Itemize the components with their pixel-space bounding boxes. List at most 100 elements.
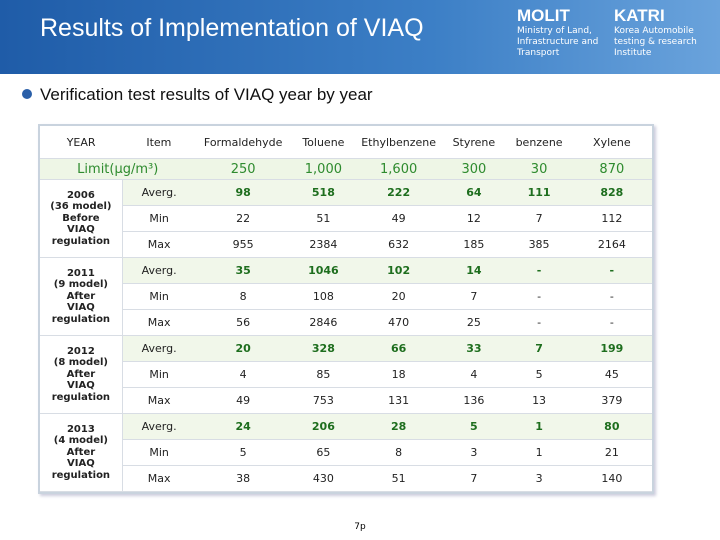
data-row: Min 22 51 49 12 7 112 [40, 205, 652, 232]
value: 1 [506, 439, 572, 466]
item: Averg. [122, 413, 196, 440]
limit-row: Limit(μg/m³) 250 1,000 1,600 300 30 870 [40, 158, 652, 180]
column-header: Toluene [290, 126, 356, 159]
value: 111 [506, 179, 572, 206]
bullet: Verification test results of VIAQ year b… [22, 85, 373, 105]
value: - [571, 309, 652, 336]
value: 8 [356, 439, 442, 466]
value: 3 [441, 439, 507, 466]
value: 51 [290, 205, 356, 232]
page-number: 7p [354, 522, 366, 532]
item: Max [122, 309, 196, 336]
item: Max [122, 387, 196, 414]
year-line: (4 model) [53, 435, 108, 447]
limit-label: Limit(μg/m³) [40, 158, 196, 180]
value: 206 [290, 413, 356, 440]
value: 5 [506, 361, 572, 388]
item: Averg. [122, 179, 196, 206]
value: 185 [441, 231, 507, 258]
value: 136 [441, 387, 507, 414]
value: 22 [195, 205, 291, 232]
column-header: Xylene [571, 126, 652, 159]
value: 379 [571, 387, 652, 414]
item: Max [122, 231, 196, 258]
value: 2164 [571, 231, 652, 258]
value: 632 [356, 231, 442, 258]
year-line: 2006 [66, 189, 95, 201]
column-header: YEAR [40, 126, 123, 159]
value: 85 [290, 361, 356, 388]
data-row: Max 38 430 51 7 3 140 [40, 465, 652, 492]
value: 7 [506, 335, 572, 362]
year-line: regulation [51, 469, 111, 481]
value: 14 [441, 257, 507, 284]
value: - [506, 309, 572, 336]
value: 2384 [290, 231, 356, 258]
data-row: Min 5 65 8 3 1 21 [40, 439, 652, 466]
limit-value: 1,600 [356, 158, 442, 180]
value: 33 [441, 335, 507, 362]
org-desc: Ministry of Land, [517, 26, 592, 36]
value: - [506, 283, 572, 310]
value: - [571, 283, 652, 310]
org-name: MOLIT [517, 6, 570, 25]
value: 828 [571, 179, 652, 206]
value: 1046 [290, 257, 356, 284]
data-row: Min 4 85 18 4 5 45 [40, 361, 652, 388]
column-header: Ethylbenzene [356, 126, 442, 159]
data-row: 2006 (36 model) Before VIAQ regulation Averg.… [40, 179, 652, 258]
data-row: Max 955 2384 632 185 385 2164 [40, 231, 652, 258]
year-line: After [66, 446, 96, 458]
year-line: (36 model) [50, 201, 112, 213]
year-line: regulation [51, 313, 111, 325]
value: 7 [506, 205, 572, 232]
value: 955 [195, 231, 291, 258]
value: 21 [571, 439, 652, 466]
value: 38 [195, 465, 291, 492]
value: - [506, 257, 572, 284]
header-row: YEAR Item Formaldehyde Toluene Ethylbenzene S… [40, 126, 652, 159]
value: 24 [195, 413, 291, 440]
year-cell: 2012 (8 model) After VIAQ regulation [40, 335, 123, 414]
title: Results of Implementation of VIAQ [40, 14, 424, 42]
value: 470 [356, 309, 442, 336]
data-row: 2013 (4 model) After VIAQ regulation Averg. 24… [40, 413, 652, 492]
year-line: After [66, 290, 96, 302]
item: Max [122, 465, 196, 492]
value: 3 [506, 465, 572, 492]
org-name: KATRI [614, 6, 665, 25]
value: 328 [290, 335, 356, 362]
value: 112 [571, 205, 652, 232]
limit-value: 300 [441, 158, 507, 180]
value: 66 [356, 335, 442, 362]
data-row: Min 8 108 20 7- - [40, 283, 652, 310]
value: 80 [571, 413, 652, 440]
year-line: regulation [51, 235, 111, 247]
header-bar: Results of Implementation of VIAQ MOLIT … [0, 0, 720, 74]
value: 108 [290, 283, 356, 310]
value: 518 [290, 179, 356, 206]
year-line: After [66, 368, 96, 380]
value: 35 [195, 257, 291, 284]
value: 49 [195, 387, 291, 414]
value: 199 [571, 335, 652, 362]
year-line: 2012 [66, 345, 95, 357]
org-desc: Infrastructure and [517, 37, 599, 47]
column-header: Item [122, 126, 196, 159]
table-frame: YEAR Item Formaldehyde Toluene Ethylbenzene S… [38, 124, 654, 494]
item: Min [122, 205, 196, 232]
year-line: 2013 [66, 423, 95, 435]
value: 18 [356, 361, 442, 388]
year-line: VIAQ [67, 224, 95, 236]
item: Min [122, 283, 196, 310]
item: Averg. [122, 257, 196, 284]
value: 7 [441, 283, 507, 310]
value: 222 [356, 179, 442, 206]
value: 20 [356, 283, 442, 310]
org-desc: testing & research [614, 37, 697, 47]
value: 65 [290, 439, 356, 466]
year-cell: 2006 (36 model) Before VIAQ regulation [40, 179, 123, 258]
limit-value: 250 [195, 158, 291, 180]
item: Min [122, 361, 196, 388]
value: 385 [506, 231, 572, 258]
